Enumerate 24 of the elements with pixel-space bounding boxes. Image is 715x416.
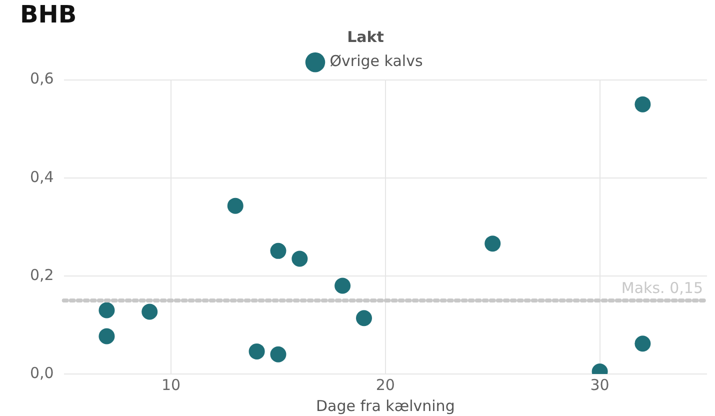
point xyxy=(98,302,115,318)
point xyxy=(142,304,158,320)
x-tick-label: 30 xyxy=(590,376,610,394)
point xyxy=(98,328,115,344)
point xyxy=(484,236,501,252)
y-tick-label: 0,4 xyxy=(30,168,54,186)
point xyxy=(270,242,286,259)
y-tick-label: 0,6 xyxy=(30,70,54,88)
chart-title: BHB xyxy=(20,0,77,29)
x-axis-title: Dage fra kælvning xyxy=(316,396,455,415)
x-tick-label: 10 xyxy=(162,376,181,394)
point xyxy=(292,250,308,267)
x-tick-label: 20 xyxy=(376,376,395,394)
y-tick-label: 0,2 xyxy=(30,266,54,284)
point xyxy=(227,198,244,214)
legend-label: Øvrige kalvs xyxy=(330,52,423,70)
point xyxy=(634,96,651,112)
point xyxy=(356,310,372,326)
point xyxy=(634,336,651,352)
y-tick-label: 0,0 xyxy=(30,364,54,382)
point xyxy=(248,343,265,360)
point xyxy=(334,278,351,294)
point xyxy=(270,346,286,362)
legend-title: Lakt xyxy=(347,28,384,46)
